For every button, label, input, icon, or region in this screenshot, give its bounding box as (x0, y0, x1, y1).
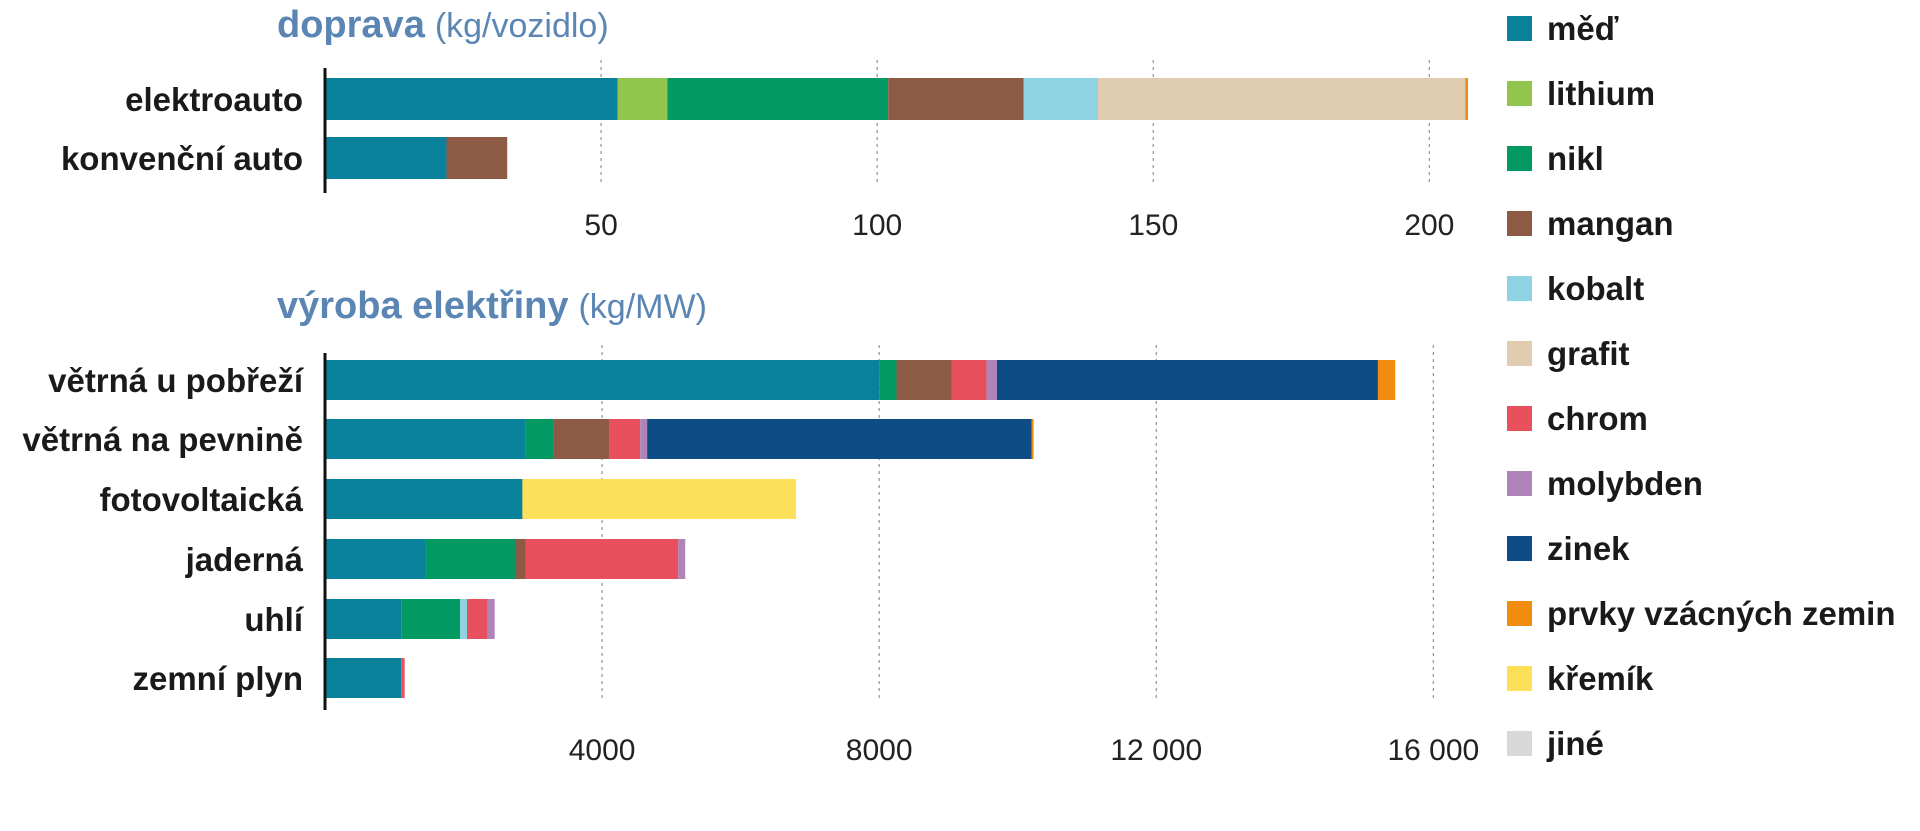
bar-segment (1377, 360, 1396, 400)
bar-segment (1465, 78, 1468, 120)
bar-segment (617, 78, 668, 120)
bar-segment (522, 479, 797, 519)
panel-title-main: doprava (277, 4, 426, 46)
bar-segment (1098, 78, 1466, 120)
legend-label: grafit (1547, 335, 1630, 372)
legend-label: chrom (1547, 400, 1648, 437)
legend-label: prvky vzácných zemin (1547, 595, 1896, 632)
legend-swatch (1507, 211, 1532, 236)
panel-title-2: výroba elektřiny (kg/MW) (277, 285, 707, 327)
bar-segment (460, 599, 468, 639)
bar-segment (667, 78, 889, 120)
category-label: jaderná (185, 541, 304, 578)
x-tick-label: 16 000 (1387, 734, 1479, 767)
category-label: elektroauto (125, 81, 303, 118)
bar-segment (325, 360, 880, 400)
legend-swatch (1507, 81, 1532, 106)
legend-swatch (1507, 536, 1532, 561)
bar-segment (525, 419, 554, 459)
bar-segment (986, 360, 997, 400)
bar-segment (325, 658, 402, 698)
bar-segment (951, 360, 987, 400)
x-tick-label: 150 (1128, 209, 1178, 242)
category-label: konvenční auto (61, 140, 303, 177)
legend-label: molybden (1547, 465, 1703, 502)
bar-segment (425, 539, 516, 579)
legend-label: lithium (1547, 75, 1655, 112)
legend-swatch (1507, 276, 1532, 301)
legend-label: zinek (1547, 530, 1630, 567)
bar-segment (446, 137, 508, 179)
legend-label: jiné (1546, 725, 1604, 762)
category-label: větrná u pobřeží (48, 362, 305, 399)
panel-title-main: výroba elektřiny (277, 285, 568, 327)
category-label: uhlí (244, 601, 304, 638)
bar-segment (1031, 419, 1034, 459)
bar-segment (325, 599, 402, 639)
bar-segment (467, 599, 488, 639)
legend-swatch (1507, 341, 1532, 366)
bar-segment (647, 419, 1032, 459)
bar-segment (325, 479, 523, 519)
legend-label: mangan (1547, 205, 1674, 242)
panel-title-unit: (kg/vozidlo) (435, 7, 609, 45)
bar-segment (325, 137, 447, 179)
bar-segment (879, 360, 897, 400)
category-label: fotovoltaická (99, 481, 303, 518)
bar-segment (401, 658, 405, 698)
bar-segment (553, 419, 610, 459)
bar-segment (678, 539, 686, 579)
x-tick-label: 8000 (846, 734, 913, 767)
legend-swatch (1507, 16, 1532, 41)
category-label: větrná na pevnině (22, 421, 303, 458)
panel-title-unit: (kg/MW) (578, 288, 706, 326)
legend-swatch (1507, 731, 1532, 756)
bar-segment (888, 78, 1024, 120)
bar-segment (515, 539, 526, 579)
bar-segment (325, 539, 426, 579)
bar-segment (325, 78, 618, 120)
bar-segment (525, 539, 679, 579)
legend-swatch (1507, 471, 1532, 496)
legend-swatch (1507, 146, 1532, 171)
legend-swatch (1507, 666, 1532, 691)
category-label: zemní plyn (132, 660, 303, 697)
legend-label: měď (1547, 10, 1619, 47)
bar-segment (609, 419, 641, 459)
bar-segment (996, 360, 1378, 400)
x-tick-label: 12 000 (1110, 734, 1202, 767)
bar-segment (487, 599, 495, 639)
bar-segment (640, 419, 648, 459)
bar-segment (1023, 78, 1099, 120)
bar-segment (325, 419, 526, 459)
legend-swatch (1507, 601, 1532, 626)
x-tick-label: 100 (852, 209, 902, 242)
legend-label: křemík (1547, 660, 1654, 697)
legend-label: kobalt (1547, 270, 1644, 307)
x-tick-label: 4000 (569, 734, 636, 767)
bar-segment (896, 360, 952, 400)
bar-segment (401, 599, 461, 639)
legend-label: nikl (1547, 140, 1604, 177)
x-tick-label: 50 (584, 209, 617, 242)
legend-swatch (1507, 406, 1532, 431)
x-tick-label: 200 (1404, 209, 1454, 242)
panel-title-1: doprava (kg/vozidlo) (277, 4, 609, 46)
